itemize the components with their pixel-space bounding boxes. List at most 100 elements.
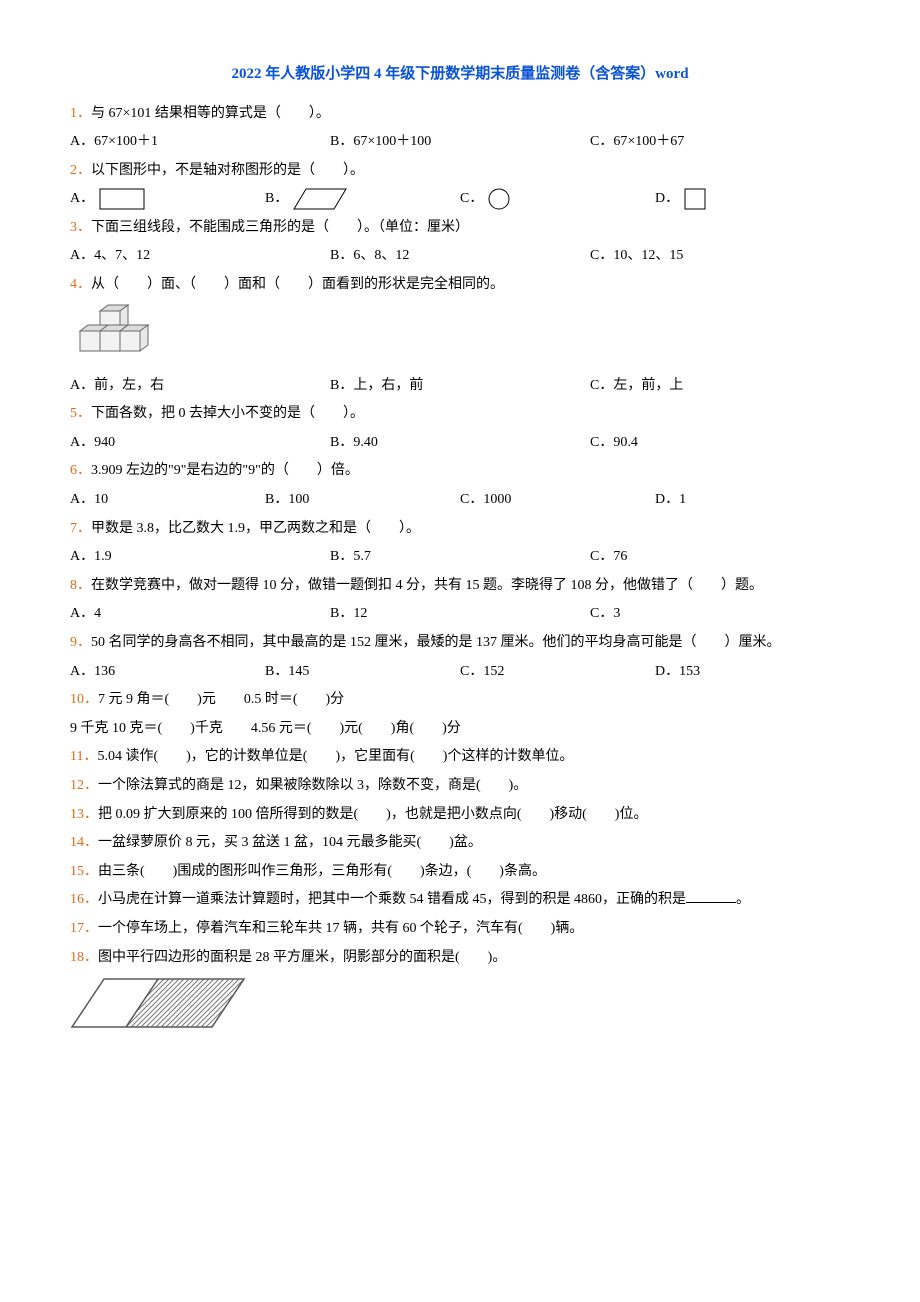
opt-2c: C． bbox=[460, 186, 655, 213]
question-18: 18．图中平行四边形的面积是 28 平方厘米，阴影部分的面积是( )。 bbox=[70, 945, 850, 972]
opt-1a: A．67×100＋1 bbox=[70, 129, 330, 156]
opts-5: A．940 B．9.40 C．90.4 bbox=[70, 430, 850, 457]
question-2: 2．以下图形中，不是轴对称图形的是（ ）。 bbox=[70, 158, 850, 185]
question-7: 7．甲数是 3.8，比乙数大 1.9，甲乙两数之和是（ ）。 bbox=[70, 516, 850, 543]
parallelogram-icon bbox=[292, 187, 348, 211]
question-16: 16．小马虎在计算一道乘法计算题时，把其中一个乘数 54 错看成 45，得到的积… bbox=[70, 887, 850, 914]
opt-6d: D．1 bbox=[655, 487, 850, 514]
cube-figure bbox=[70, 301, 850, 371]
opt-2d: D． bbox=[655, 186, 850, 213]
opt-6b: B．100 bbox=[265, 487, 460, 514]
qnum-18: 18． bbox=[70, 950, 98, 965]
question-9: 9．50 名同学的身高各不相同，其中最高的是 152 厘米，最矮的是 137 厘… bbox=[70, 630, 850, 657]
opts-1: A．67×100＋1 B．67×100＋100 C．67×100＋67 bbox=[70, 129, 850, 156]
parallelogram-figure bbox=[70, 973, 850, 1033]
stem-13: 把 0.09 扩大到原来的 100 倍所得到的数是( )，也就是把小数点向( )… bbox=[98, 807, 647, 822]
cubes-icon bbox=[70, 301, 160, 371]
stem-16b: 。 bbox=[736, 892, 750, 907]
opt-6c: C．1000 bbox=[460, 487, 655, 514]
question-10: 10．7 元 9 角＝( )元 0.5 时＝( )分 bbox=[70, 687, 850, 714]
opt-1c: C．67×100＋67 bbox=[590, 129, 850, 156]
opts-2: A． B． C． D． bbox=[70, 186, 850, 213]
question-10b: 9 千克 10 克＝( )千克 4.56 元＝( )元( )角( )分 bbox=[70, 716, 850, 743]
stem-7: 甲数是 3.8，比乙数大 1.9，甲乙两数之和是（ ）。 bbox=[91, 521, 420, 536]
opt-5a: A．940 bbox=[70, 430, 330, 457]
qnum-5: 5． bbox=[70, 406, 91, 421]
stem-4: 从（ ）面、（ ）面和（ ）面看到的形状是完全相同的。 bbox=[91, 277, 504, 292]
qnum-15: 15． bbox=[70, 864, 98, 879]
qnum-12: 12． bbox=[70, 778, 98, 793]
question-5: 5．下面各数，把 0 去掉大小不变的是（ ）。 bbox=[70, 401, 850, 428]
opt-3b: B．6、8、12 bbox=[330, 243, 590, 270]
stem-6: 3.909 左边的"9"是右边的"9"的（ ）倍。 bbox=[91, 463, 359, 478]
opt-9d: D．153 bbox=[655, 659, 850, 686]
qnum-13: 13． bbox=[70, 807, 98, 822]
question-8: 8．在数学竞赛中，做对一题得 10 分，做错一题倒扣 4 分，共有 15 题。李… bbox=[70, 573, 850, 600]
question-12: 12．一个除法算式的商是 12，如果被除数除以 3，除数不变，商是( )。 bbox=[70, 773, 850, 800]
square-icon bbox=[683, 187, 707, 211]
opt-4a: A．前，左，右 bbox=[70, 373, 330, 400]
title-text: 2022 年人教版小学四 4 年级下册数学期末质量监测卷（含答案）word bbox=[231, 66, 688, 82]
opts-9: A．136 B．145 C．152 D．153 bbox=[70, 659, 850, 686]
stem-9: 50 名同学的身高各不相同，其中最高的是 152 厘米，最矮的是 137 厘米。… bbox=[91, 635, 781, 650]
stem-1: 与 67×101 结果相等的算式是（ ）。 bbox=[91, 106, 330, 121]
opt-5b: B．9.40 bbox=[330, 430, 590, 457]
qnum-14: 14． bbox=[70, 835, 98, 850]
qnum-11: 11． bbox=[70, 749, 97, 764]
qnum-3: 3． bbox=[70, 220, 91, 235]
question-6: 6．3.909 左边的"9"是右边的"9"的（ ）倍。 bbox=[70, 458, 850, 485]
opt-8c: C．3 bbox=[590, 601, 850, 628]
opt-9a: A．136 bbox=[70, 659, 265, 686]
question-11: 11．5.04 读作( )，它的计数单位是( )，它里面有( )个这样的计数单位… bbox=[70, 744, 850, 771]
opt-8a: A．4 bbox=[70, 601, 330, 628]
opt-4b: B．上，右，前 bbox=[330, 373, 590, 400]
question-1: 1．与 67×101 结果相等的算式是（ ）。 bbox=[70, 101, 850, 128]
stem-5: 下面各数，把 0 去掉大小不变的是（ ）。 bbox=[91, 406, 364, 421]
question-4: 4．从（ ）面、（ ）面和（ ）面看到的形状是完全相同的。 bbox=[70, 272, 850, 299]
qnum-16: 16． bbox=[70, 892, 98, 907]
qnum-17: 17． bbox=[70, 921, 98, 936]
opts-7: A．1.9 B．5.7 C．76 bbox=[70, 544, 850, 571]
opt-7b: B．5.7 bbox=[330, 544, 590, 571]
opt-2b: B． bbox=[265, 186, 460, 213]
stem-16a: 小马虎在计算一道乘法计算题时，把其中一个乘数 54 错看成 45，得到的积是 4… bbox=[98, 892, 686, 907]
opts-3: A．4、7、12 B．6、8、12 C．10、12、15 bbox=[70, 243, 850, 270]
qnum-10: 10． bbox=[70, 692, 98, 707]
opts-6: A．10 B．100 C．1000 D．1 bbox=[70, 487, 850, 514]
opts-8: A．4 B．12 C．3 bbox=[70, 601, 850, 628]
opt-9c: C．152 bbox=[460, 659, 655, 686]
opt-3a: A．4、7、12 bbox=[70, 243, 330, 270]
stem-17: 一个停车场上，停着汽车和三轮车共 17 辆，共有 60 个轮子，汽车有( )辆。 bbox=[98, 921, 583, 936]
stem-10a: 7 元 9 角＝( )元 0.5 时＝( )分 bbox=[98, 692, 344, 707]
opt-7c: C．76 bbox=[590, 544, 850, 571]
opt-9b: B．145 bbox=[265, 659, 460, 686]
qnum-8: 8． bbox=[70, 578, 91, 593]
opt-5c: C．90.4 bbox=[590, 430, 850, 457]
question-13: 13．把 0.09 扩大到原来的 100 倍所得到的数是( )，也就是把小数点向… bbox=[70, 802, 850, 829]
question-14: 14．一盆绿萝原价 8 元，买 3 盆送 1 盆，104 元最多能买( )盆。 bbox=[70, 830, 850, 857]
page-title: 2022 年人教版小学四 4 年级下册数学期末质量监测卷（含答案）word bbox=[70, 60, 850, 89]
opt-1b: B．67×100＋100 bbox=[330, 129, 590, 156]
stem-10b: 9 千克 10 克＝( )千克 4.56 元＝( )元( )角( )分 bbox=[70, 721, 461, 736]
rect-icon bbox=[98, 187, 146, 211]
qnum-2: 2． bbox=[70, 163, 91, 178]
stem-8: 在数学竞赛中，做对一题得 10 分，做错一题倒扣 4 分，共有 15 题。李晓得… bbox=[91, 578, 763, 593]
stem-12: 一个除法算式的商是 12，如果被除数除以 3，除数不变，商是( )。 bbox=[98, 778, 527, 793]
stem-11: 5.04 读作( )，它的计数单位是( )，它里面有( )个这样的计数单位。 bbox=[97, 749, 573, 764]
opt-4c: C．左，前，上 bbox=[590, 373, 850, 400]
stem-3: 下面三组线段，不能围成三角形的是（ ）。（单位：厘米） bbox=[91, 220, 469, 235]
question-3: 3．下面三组线段，不能围成三角形的是（ ）。（单位：厘米） bbox=[70, 215, 850, 242]
qnum-6: 6． bbox=[70, 463, 91, 478]
qnum-9: 9． bbox=[70, 635, 91, 650]
stem-2: 以下图形中，不是轴对称图形的是（ ）。 bbox=[91, 163, 364, 178]
opt-2a: A． bbox=[70, 186, 265, 213]
opts-4: A．前，左，右 B．上，右，前 C．左，前，上 bbox=[70, 373, 850, 400]
opt-6a: A．10 bbox=[70, 487, 265, 514]
question-17: 17．一个停车场上，停着汽车和三轮车共 17 辆，共有 60 个轮子，汽车有( … bbox=[70, 916, 850, 943]
qnum-4: 4． bbox=[70, 277, 91, 292]
stem-14: 一盆绿萝原价 8 元，买 3 盆送 1 盆，104 元最多能买( )盆。 bbox=[98, 835, 482, 850]
shaded-parallelogram-icon bbox=[70, 973, 250, 1033]
stem-15: 由三条( )围成的图形叫作三角形，三角形有( )条边，( )条高。 bbox=[98, 864, 546, 879]
opt-7a: A．1.9 bbox=[70, 544, 330, 571]
qnum-7: 7． bbox=[70, 521, 91, 536]
